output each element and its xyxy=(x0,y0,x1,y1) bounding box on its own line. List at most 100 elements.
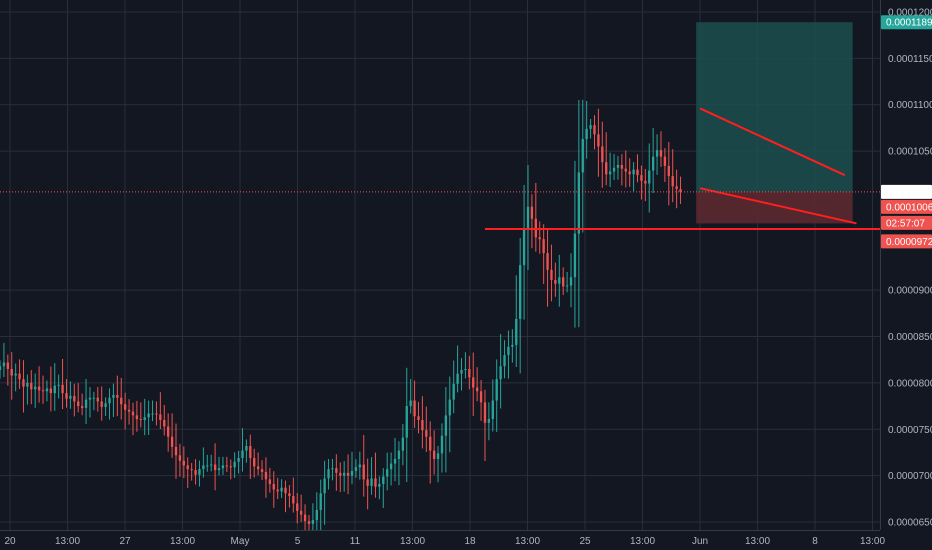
drawing-tools[interactable] xyxy=(484,107,908,230)
candle-up xyxy=(444,415,448,436)
candle-up xyxy=(241,450,244,459)
candle-up xyxy=(519,265,522,319)
position-zones xyxy=(696,22,853,224)
candle-up xyxy=(464,369,467,370)
candle-down xyxy=(229,466,232,468)
candle-up xyxy=(221,465,225,469)
time-axis-bg xyxy=(0,530,932,550)
y-tick-label: 0.0000850 xyxy=(888,332,932,343)
current-price-line-label: 0.0001006 xyxy=(886,187,932,198)
candle-down xyxy=(127,409,131,412)
last-price-badge: 0.0001006 xyxy=(886,202,932,213)
candle-up xyxy=(503,355,506,367)
candle-down xyxy=(167,426,170,437)
candle-up xyxy=(84,399,88,408)
candle-up xyxy=(491,400,494,420)
candle-up xyxy=(210,464,213,466)
candle-up xyxy=(581,139,584,173)
x-tick-label: 20 xyxy=(4,536,16,547)
candle-up xyxy=(202,465,205,470)
candle-up xyxy=(112,394,115,398)
candle-up xyxy=(648,170,651,184)
candle-up xyxy=(311,520,315,524)
candle-down xyxy=(256,466,260,470)
x-tick-label: 13:00 xyxy=(515,536,540,547)
y-tick-label: 0.0001100 xyxy=(888,100,932,111)
candle-down xyxy=(644,180,647,184)
profit-zone xyxy=(696,22,853,192)
y-tick-label: 0.0000900 xyxy=(888,286,932,297)
candle-up xyxy=(14,373,17,376)
candle-up xyxy=(389,463,393,470)
candle-up xyxy=(151,413,154,415)
price-axis[interactable]: 0.0000650 0.0000700 0.0000750 0.0000800 0.00… xyxy=(880,0,932,550)
candle-down xyxy=(468,369,471,378)
time-axis[interactable]: 20 13:00 27 13:00 May 5 11 13:00 18 13:00 25 13:00 J… xyxy=(0,530,932,550)
y-tick-label: 0.0000650 xyxy=(888,518,932,529)
candle-up xyxy=(323,478,326,494)
candle-down xyxy=(163,420,166,427)
candle-down xyxy=(10,369,13,376)
x-tick-label: 13:00 xyxy=(170,536,195,547)
candle-up xyxy=(206,465,209,467)
candle-down xyxy=(663,156,667,166)
candle-down xyxy=(100,401,103,408)
y-tick-label: 0.0000800 xyxy=(888,378,932,389)
candle-down xyxy=(546,253,549,270)
candle-up xyxy=(651,156,655,171)
candle-up xyxy=(53,385,56,394)
x-tick-label: 13:00 xyxy=(745,536,770,547)
candle-up xyxy=(401,437,405,451)
candle-down xyxy=(667,165,670,177)
candle-up xyxy=(370,478,373,486)
candle-up xyxy=(526,206,530,230)
candle-down xyxy=(671,176,674,187)
stop-price-badge-bg xyxy=(881,234,932,249)
candle-down xyxy=(190,469,193,471)
candle-up xyxy=(358,464,361,468)
candle-down xyxy=(429,436,432,451)
candle-up xyxy=(34,386,37,390)
candle-down xyxy=(292,496,295,504)
candle-up xyxy=(448,399,451,416)
candle-up xyxy=(198,469,201,475)
candle-up xyxy=(495,379,498,401)
candle-down xyxy=(65,393,68,399)
candle-up xyxy=(608,171,612,175)
candle-up xyxy=(88,397,92,400)
candle-down xyxy=(159,414,162,420)
candle-up xyxy=(577,172,581,234)
candle-down xyxy=(366,479,369,486)
candle-down xyxy=(432,450,436,459)
candle-down xyxy=(120,397,123,405)
candle-down xyxy=(80,406,84,408)
candle-up xyxy=(499,366,502,380)
candle-up xyxy=(108,397,111,404)
candle-down xyxy=(554,279,557,284)
candle-down xyxy=(562,277,565,287)
candle-up xyxy=(0,366,2,371)
candle-up xyxy=(585,128,588,140)
candle-up xyxy=(511,344,514,347)
candle-down xyxy=(194,470,197,475)
candle-up xyxy=(565,285,569,287)
upper-trend-line xyxy=(699,107,846,177)
candle-down xyxy=(346,472,350,476)
candle-up xyxy=(233,461,236,468)
y-tick-label: 0.0000700 xyxy=(888,471,932,482)
y-tick-label: 0.0001150 xyxy=(888,54,932,65)
candle-up xyxy=(456,373,459,384)
candle-up xyxy=(315,509,318,521)
candle-up xyxy=(589,125,592,129)
candle-down xyxy=(303,514,307,522)
candle-up xyxy=(143,417,146,420)
candle-down xyxy=(77,401,80,407)
candle-up xyxy=(569,277,573,286)
candle-down xyxy=(73,395,76,402)
candle-down xyxy=(421,420,424,431)
x-tick-label: 18 xyxy=(464,536,476,547)
y-tick-label: 0.0001050 xyxy=(888,147,932,158)
countdown-badge: 02:57:07 xyxy=(886,218,925,229)
candle-down xyxy=(22,379,25,387)
